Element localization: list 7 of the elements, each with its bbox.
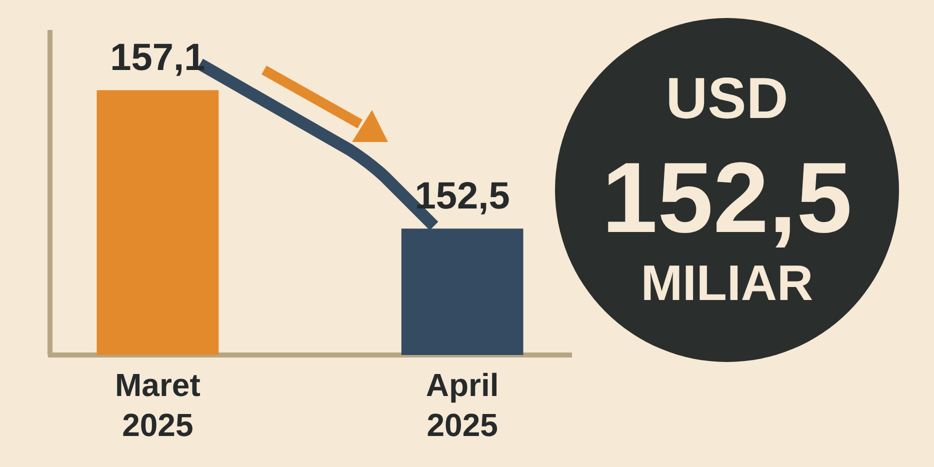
x-tick-label: April 2025 [426, 367, 499, 443]
text: 152,5 [602, 142, 852, 254]
x-tick-label: Maret 2025 [114, 367, 201, 443]
data-label: 157,1 [110, 37, 206, 80]
text: USD [666, 66, 788, 131]
text: MILIAR [640, 255, 814, 311]
data-label: 152,5 [414, 176, 510, 218]
